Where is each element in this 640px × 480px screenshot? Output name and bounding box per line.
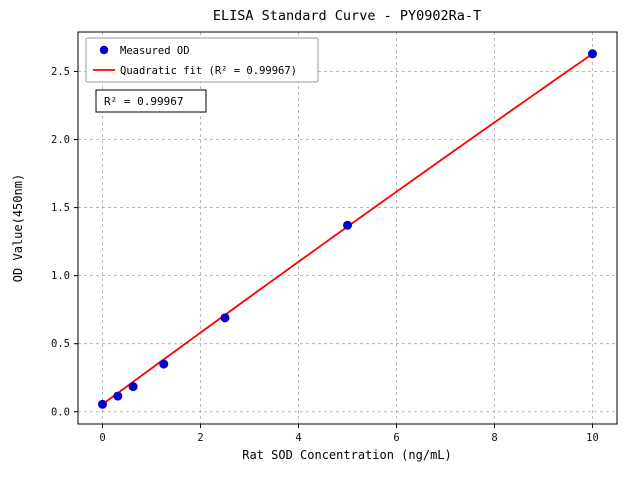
grid-lines	[78, 32, 617, 424]
x-tick-label: 4	[295, 432, 301, 444]
measured-od-point	[128, 382, 138, 392]
x-tick-label: 2	[197, 432, 203, 444]
y-tick-label: 2.5	[51, 66, 70, 78]
legend: Measured OD Quadratic fit (R² = 0.99967)	[85, 37, 319, 83]
y-tick-label: 0.0	[51, 406, 70, 418]
chart-title: ELISA Standard Curve - PY0902Ra-T	[213, 8, 481, 24]
y-tick-label: 0.5	[51, 338, 70, 350]
data-series	[98, 49, 597, 409]
x-tick-label: 10	[586, 432, 599, 444]
measured-od-point	[98, 399, 107, 409]
x-tick-label: 0	[99, 432, 105, 444]
measured-od-point	[220, 313, 230, 323]
x-tick-label: 8	[491, 432, 497, 444]
measured-od-point	[113, 391, 123, 401]
plot-border	[77, 31, 618, 425]
x-tick-label: 6	[393, 432, 399, 444]
legend-box	[85, 37, 319, 83]
legend-label-measured-od: Measured OD	[120, 45, 190, 57]
x-axis-label: Rat SOD Concentration (ng/mL)	[242, 448, 452, 462]
r-squared-annotation: R² = 0.99967	[95, 89, 207, 113]
measured-od-point	[159, 359, 169, 369]
measured-od-point	[588, 49, 597, 59]
legend-marker-measured-od	[99, 45, 109, 55]
axis-ticks: 0 2 4 6 8 10 0.0 0.5 1.0 1.5 2.0 2.5	[51, 66, 599, 444]
measured-od-point	[343, 220, 352, 230]
y-axis-label: OD Value(450nm)	[11, 174, 25, 282]
y-tick-label: 1.5	[51, 202, 70, 214]
y-tick-label: 1.0	[51, 270, 70, 282]
annotation-text: R² = 0.99967	[104, 95, 183, 108]
y-tick-label: 2.0	[51, 134, 70, 146]
legend-label-quadratic-fit: Quadratic fit (R² = 0.99967)	[120, 65, 297, 77]
annotation-box	[95, 89, 207, 113]
